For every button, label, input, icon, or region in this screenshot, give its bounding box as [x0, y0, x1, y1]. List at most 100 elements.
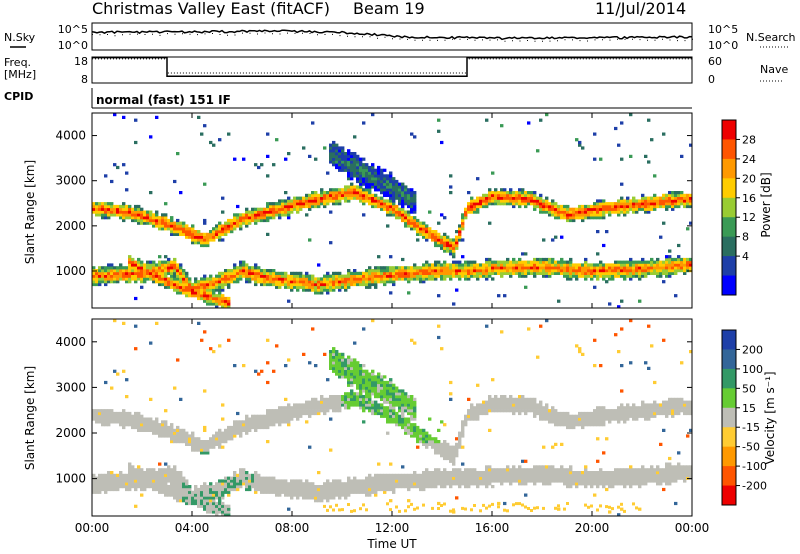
- velocity-cell: [512, 503, 515, 507]
- power-cell: [335, 196, 339, 200]
- velocity-cell: [416, 425, 420, 430]
- power-cell: [422, 224, 426, 228]
- velocity-cell: [326, 397, 330, 401]
- power-cell: [521, 266, 525, 270]
- power-cell: [503, 294, 507, 298]
- velocity-cell: [377, 389, 381, 393]
- velocity-cell: [368, 482, 372, 486]
- power-cell: [227, 285, 231, 289]
- velocity-cell: [245, 414, 249, 418]
- velocity-cell: [494, 395, 498, 399]
- power-cell: [473, 210, 477, 214]
- velocity-cell: [368, 386, 372, 390]
- velocity-cell: [227, 479, 231, 483]
- power-cell: [374, 274, 378, 278]
- velocity-cell: [101, 420, 105, 424]
- power-cell: [371, 274, 375, 278]
- velocity-cell: [221, 440, 225, 444]
- power-cell: [599, 207, 603, 211]
- power-cell: [371, 179, 375, 184]
- velocity-cell: [128, 471, 132, 475]
- power-cell: [488, 202, 492, 206]
- power-cell: [401, 199, 405, 203]
- power-cell: [344, 274, 348, 278]
- velocity-cell: [293, 409, 297, 413]
- power-cell: [593, 213, 597, 217]
- power-cell: [266, 207, 270, 211]
- power-cell: [350, 282, 354, 287]
- velocity-cell: [485, 479, 489, 483]
- velocity-cell: [251, 423, 255, 427]
- power-cell: [674, 263, 678, 267]
- power-cell: [143, 213, 147, 217]
- power-cell: [233, 271, 237, 275]
- power-cell: [386, 204, 390, 209]
- power-cell: [206, 288, 210, 292]
- velocity-cell: [221, 445, 225, 449]
- power-cell: [134, 271, 138, 275]
- velocity-cell: [269, 411, 273, 416]
- velocity-cell: [461, 434, 465, 438]
- velocity-cell: [107, 476, 111, 480]
- velocity-cell: [419, 485, 423, 489]
- velocity-cell: [302, 487, 306, 492]
- power-cell: [659, 269, 663, 273]
- velocity-cell: [446, 473, 450, 477]
- velocity-cell: [461, 482, 465, 486]
- velocity-cell: [338, 352, 342, 356]
- velocity-cell: [236, 479, 240, 483]
- power-cell: [593, 266, 597, 270]
- power-cell: [263, 210, 267, 214]
- power-cell: [95, 277, 99, 281]
- velocity-cell: [398, 420, 402, 424]
- power-cell: [593, 210, 597, 214]
- power-cell: [224, 232, 228, 236]
- velocity-cell: [350, 485, 354, 489]
- power-cell: [176, 224, 180, 228]
- velocity-cell: [257, 482, 261, 486]
- power-cell: [188, 227, 192, 231]
- velocity-cell: [323, 403, 327, 407]
- power-cell: [128, 280, 132, 284]
- power-cell: [437, 235, 441, 239]
- velocity-cell: [116, 485, 120, 489]
- velocity-cell: [314, 406, 318, 410]
- power-cell: [374, 285, 378, 289]
- power-cell: [650, 271, 654, 275]
- velocity-cell: [260, 482, 264, 486]
- power-cell: [329, 152, 333, 156]
- velocity-cell: [380, 485, 384, 489]
- velocity-cell: [104, 487, 108, 492]
- power-cell: [377, 280, 381, 284]
- power-cell: [419, 277, 423, 281]
- velocity-cell: [431, 479, 435, 483]
- velocity-cell: [194, 501, 198, 506]
- velocity-cell: [401, 392, 405, 396]
- velocity-cell: [290, 406, 294, 410]
- power-cell: [287, 213, 291, 217]
- velocity-cell: [293, 414, 297, 418]
- power-cell: [617, 260, 621, 264]
- power-cell: [179, 282, 183, 287]
- power-cell: [203, 294, 207, 298]
- velocity-cell: [230, 476, 234, 480]
- power-cell: [380, 188, 384, 192]
- power-cell: [305, 213, 309, 217]
- velocity-cell: [491, 400, 495, 404]
- power-cell: [467, 207, 471, 211]
- power-cell: [317, 288, 321, 292]
- power-cell: [167, 257, 171, 262]
- power-cell: [290, 282, 294, 287]
- power-cell: [212, 232, 216, 236]
- velocity-cell: [419, 473, 423, 477]
- velocity-cell: [176, 485, 180, 489]
- power-cell: [425, 224, 429, 228]
- velocity-cell: [317, 493, 321, 497]
- power-cell: [179, 291, 183, 295]
- velocity-cell: [335, 493, 339, 497]
- velocity-cell: [386, 479, 390, 483]
- power-cell: [122, 210, 126, 214]
- velocity-cell: [419, 428, 423, 432]
- power-cell: [134, 218, 138, 223]
- power-cell: [242, 218, 246, 223]
